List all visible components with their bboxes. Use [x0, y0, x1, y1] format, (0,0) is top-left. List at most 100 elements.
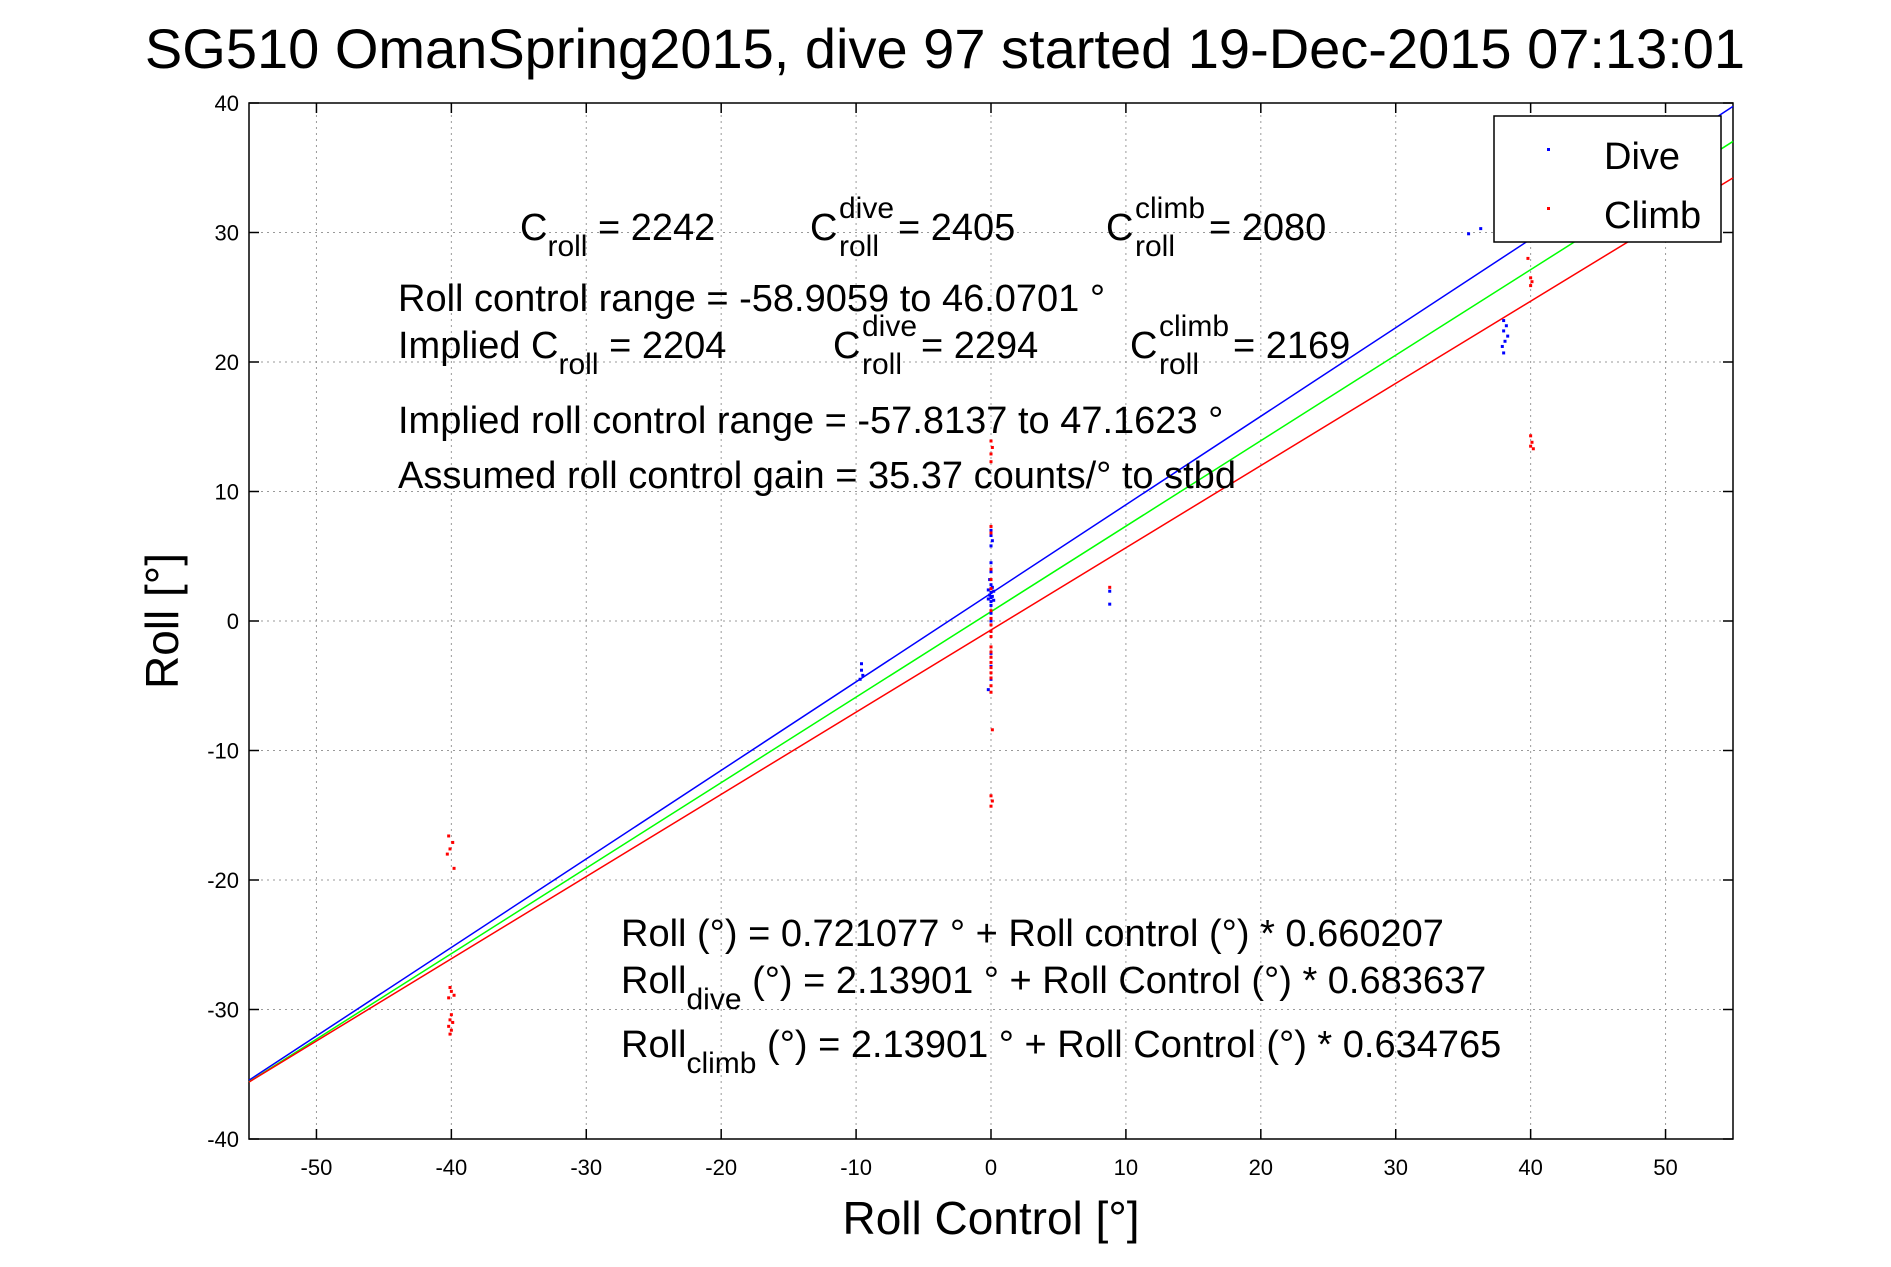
climb-data-point: [451, 1020, 455, 1024]
y-tick-label: -20: [207, 868, 239, 893]
climb-data-point: [990, 799, 994, 803]
roll-control-range-text: Roll control range = -58.9059 to 46.0701…: [398, 278, 1105, 320]
x-tick-label: 30: [1383, 1155, 1407, 1180]
dive-data-point: [989, 600, 993, 604]
legend-dive-label: Dive: [1604, 136, 1680, 178]
c-climb-value: = 2080: [1209, 207, 1326, 249]
c-climb-sup: climb: [1135, 192, 1205, 225]
climb-data-point: [1529, 444, 1533, 448]
implied-c-dive-value: = 2294: [921, 325, 1038, 367]
legend-dive-marker: [1547, 148, 1550, 151]
c-roll-annotation: Croll = 2242: [520, 207, 715, 263]
dive-data-point: [992, 598, 996, 602]
climb-data-point: [452, 993, 456, 997]
dive-data-point: [859, 662, 863, 666]
gain-text: Assumed roll control gain = 35.37 counts…: [398, 455, 1236, 497]
c-roll-sub: roll: [547, 230, 587, 263]
dive-data-point: [989, 583, 993, 587]
dive-data-point: [989, 603, 993, 607]
c-climb-annotation: C climb roll = 2080: [1106, 192, 1326, 263]
climb-data-point: [989, 666, 993, 670]
dive-data-point: [1502, 319, 1506, 323]
climb-data-point: [989, 684, 993, 688]
y-tick-label: -40: [207, 1127, 239, 1152]
climb-data-point: [452, 866, 456, 870]
legend-climb-label: Climb: [1604, 195, 1701, 237]
climb-data-point: [448, 1032, 452, 1036]
dive-data-point: [989, 534, 993, 538]
climb-data-point: [448, 847, 452, 851]
data-points: [445, 227, 1535, 1036]
climb-data-point: [1530, 280, 1534, 284]
climb-data-point: [989, 616, 993, 620]
climb-data-point: [989, 676, 993, 680]
x-axis-label: Roll Control [°]: [842, 1192, 1139, 1244]
svg-text:Croll = 2242: Croll = 2242: [520, 207, 715, 263]
climb-data-point: [449, 1028, 453, 1032]
dive-data-point: [859, 668, 863, 672]
climb-data-point: [989, 655, 993, 659]
climb-data-point: [989, 452, 993, 456]
climb-data-point: [989, 804, 993, 808]
c-climb-main: C: [1106, 207, 1133, 249]
c-dive-sub: roll: [839, 230, 879, 263]
climb-data-point: [449, 1013, 453, 1017]
fit-equation-dive-sub: dive: [686, 983, 741, 1016]
climb-data-point: [989, 690, 993, 694]
implied-c-dive-sup: dive: [862, 310, 917, 343]
dive-data-point: [1504, 324, 1508, 328]
implied-c-sub: roll: [559, 348, 599, 381]
dive-data-point: [1467, 232, 1471, 236]
c-dive-main: C: [810, 207, 837, 249]
dive-data-point: [1108, 589, 1112, 593]
climb-data-point: [989, 650, 993, 654]
climb-data-point: [1526, 256, 1530, 260]
dive-data-point: [1108, 602, 1112, 606]
c-dive-value: = 2405: [898, 207, 1015, 249]
implied-c-annotation: Implied Croll = 2204 C dive roll = 2294 …: [398, 310, 1350, 381]
dive-data-point: [989, 561, 993, 565]
c-roll-main: C: [520, 207, 547, 249]
climb-data-point: [445, 852, 449, 856]
climb-data-point: [1531, 447, 1535, 451]
x-tick-label: 50: [1653, 1155, 1677, 1180]
dive-data-point: [1500, 344, 1504, 348]
fit-equation-dive-rest: (°) = 2.13901 ° + Roll Control (°) * 0.6…: [742, 960, 1487, 1002]
fit-equation-dive-main: Roll: [621, 960, 686, 1002]
climb-data-point: [989, 609, 993, 613]
chart-title: SG510 OmanSpring2015, dive 97 started 19…: [145, 17, 1745, 80]
climb-data-point: [1108, 585, 1112, 589]
dive-data-point: [1506, 334, 1510, 338]
dive-data-point: [989, 544, 993, 548]
climb-data-point: [448, 985, 452, 989]
climb-data-point: [989, 660, 993, 664]
implied-c-value: = 2204: [599, 325, 727, 367]
grid-lines: [249, 102, 1733, 1140]
dive-data-point: [986, 597, 990, 601]
climb-data-point: [1529, 284, 1533, 288]
implied-c-dive-sub: roll: [862, 348, 902, 381]
climb-data-point: [447, 1024, 451, 1028]
axis-ticks: -50 -40 -30 -20 -10 0 10 20 30 40 50 -40 -30 -20 -10 0 1…: [207, 91, 1733, 1180]
climb-data-point: [447, 996, 451, 1000]
x-tick-label: 10: [1114, 1155, 1138, 1180]
dive-data-point: [989, 619, 993, 623]
climb-data-point: [1529, 434, 1533, 438]
svg-text:Rollclimb (°) = 2.13901 ° + Ro: Rollclimb (°) = 2.13901 ° + Roll Control…: [621, 1024, 1501, 1080]
dive-data-point: [986, 588, 990, 592]
c-dive-sup: dive: [839, 192, 894, 225]
dive-data-point: [1502, 329, 1506, 333]
dive-data-point: [989, 528, 993, 532]
y-axis-label: Roll [°]: [136, 553, 188, 689]
dive-data-point: [986, 688, 990, 692]
dive-data-point: [989, 570, 993, 574]
dive-data-point: [858, 677, 862, 681]
dive-data-point: [989, 596, 993, 600]
implied-c-prefix: Implied C: [398, 325, 559, 367]
dive-data-point: [1502, 351, 1506, 355]
implied-range-text: Implied roll control range = -57.8137 to…: [398, 400, 1223, 442]
y-tick-label: 20: [215, 350, 239, 375]
climb-data-point: [989, 524, 993, 528]
x-tick-label: 0: [985, 1155, 997, 1180]
